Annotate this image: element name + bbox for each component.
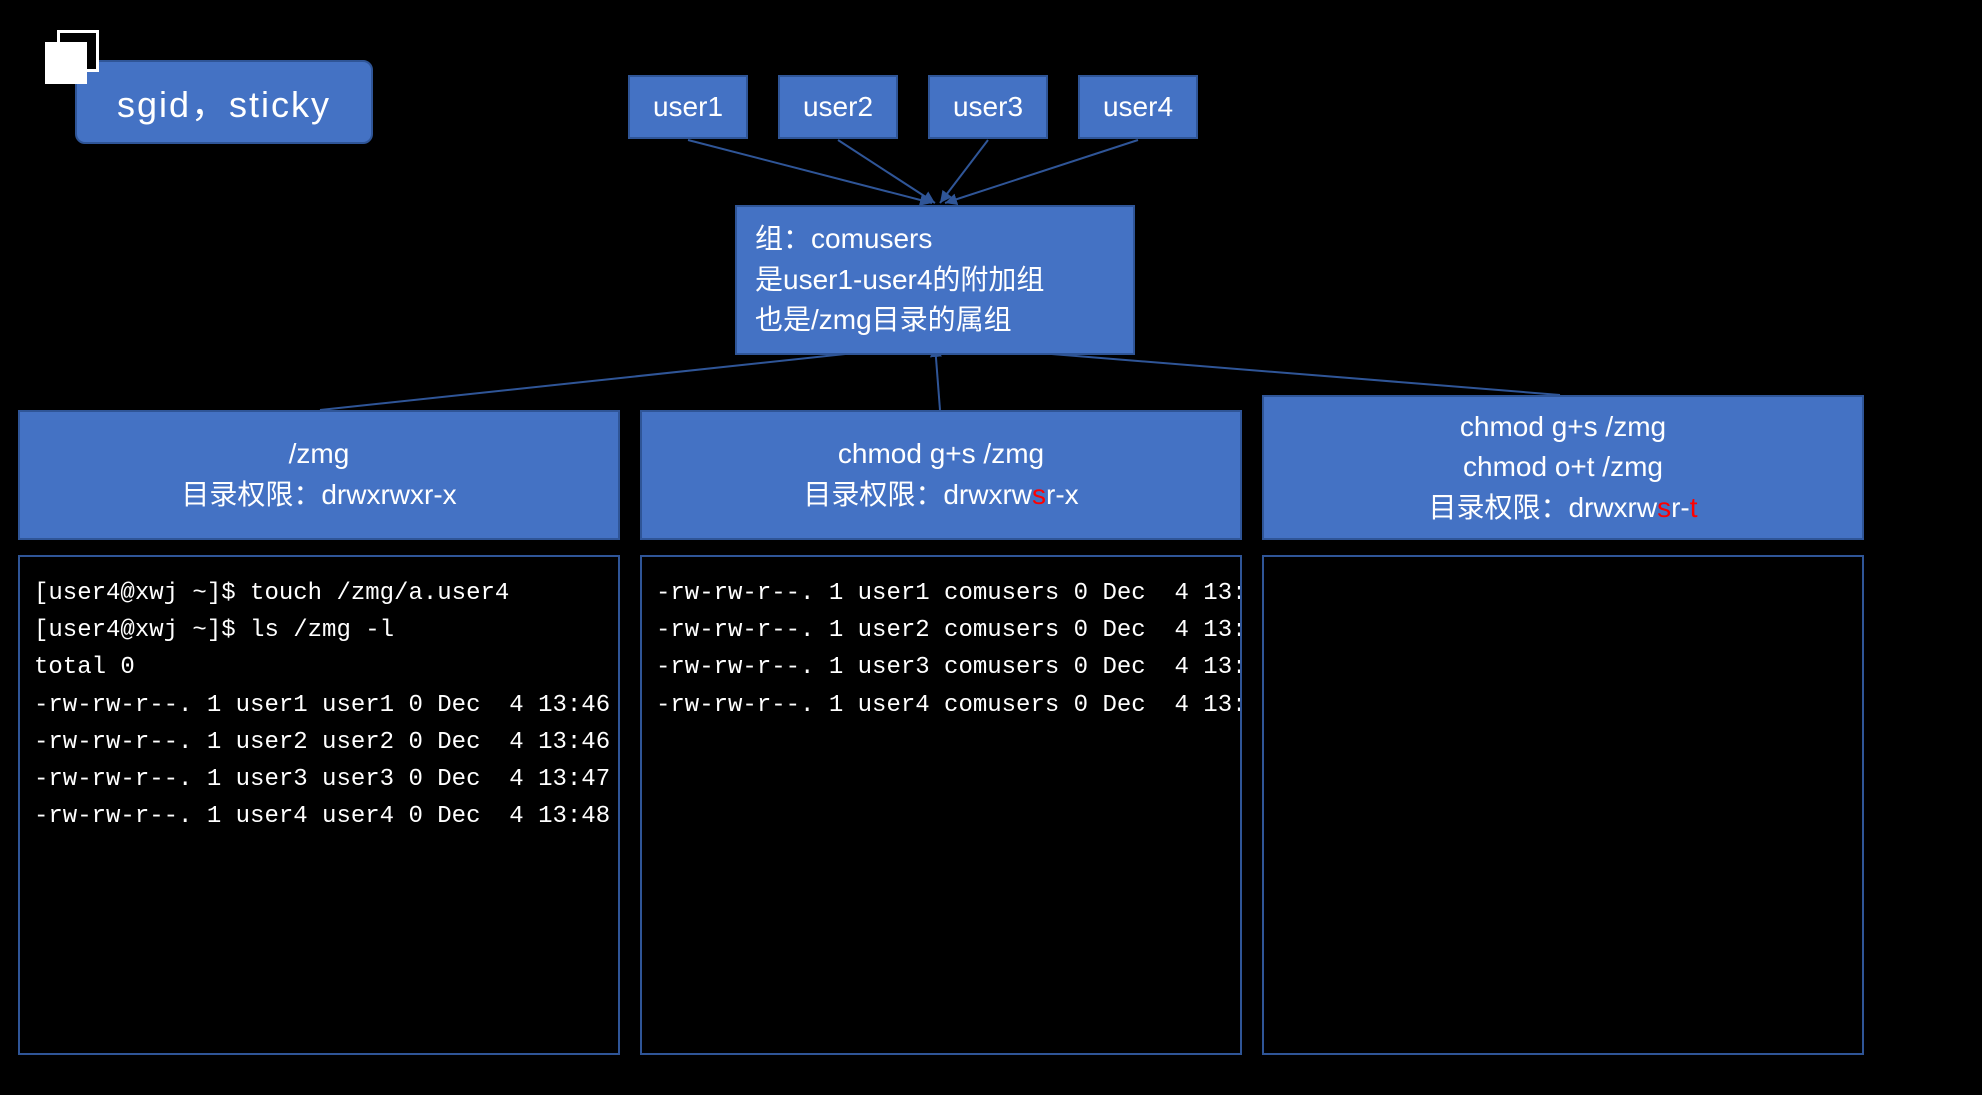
- col3-highlight-t: t: [1690, 492, 1698, 523]
- col3-header: chmod g+s /zmg chmod o+t /zmg 目录权限：drwxr…: [1262, 395, 1864, 540]
- col3-terminal: [1262, 555, 1864, 1055]
- group-box: 组：comusers 是user1-user4的附加组 也是/zmg目录的属组: [735, 205, 1135, 355]
- col3-header-line2: chmod o+t /zmg: [1264, 447, 1862, 488]
- stack-icon: [45, 30, 105, 90]
- col1-terminal: [user4@xwj ~]$ touch /zmg/a.user4 [user4…: [18, 555, 620, 1055]
- col1-header: /zmg 目录权限：drwxrwxr-x: [18, 410, 620, 540]
- col2-header-line1: chmod g+s /zmg: [642, 434, 1240, 475]
- user-box-2: user2: [778, 75, 898, 139]
- col2-header-line2: 目录权限：drwxrwsr-x: [642, 475, 1240, 516]
- col2-header: chmod g+s /zmg 目录权限：drwxrwsr-x: [640, 410, 1242, 540]
- title-badge: sgid，sticky: [75, 60, 373, 144]
- col3-header-line3: 目录权限：drwxrwsr-t: [1264, 488, 1862, 529]
- group-line1: 组：comusers: [755, 219, 1115, 260]
- user-box-1: user1: [628, 75, 748, 139]
- group-line2: 是user1-user4的附加组: [755, 260, 1115, 301]
- col2-terminal: -rw-rw-r--. 1 user1 comusers 0 Dec 4 13:…: [640, 555, 1242, 1055]
- col2-highlight-s: s: [1032, 479, 1046, 510]
- user-box-4: user4: [1078, 75, 1198, 139]
- col1-header-line2: 目录权限：drwxrwxr-x: [20, 475, 618, 516]
- col3-highlight-s: s: [1657, 492, 1671, 523]
- user-box-3: user3: [928, 75, 1048, 139]
- col1-header-line1: /zmg: [20, 434, 618, 475]
- group-line3: 也是/zmg目录的属组: [755, 300, 1115, 341]
- title-label: sgid，sticky: [75, 60, 373, 144]
- col3-header-line1: chmod g+s /zmg: [1264, 407, 1862, 448]
